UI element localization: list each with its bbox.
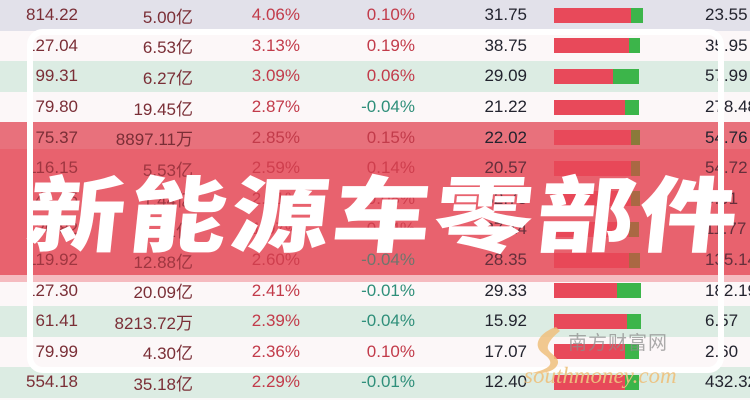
svg-text:southmoney.com: southmoney.com xyxy=(524,363,677,388)
svg-text:南方财富网: 南方财富网 xyxy=(568,332,668,354)
